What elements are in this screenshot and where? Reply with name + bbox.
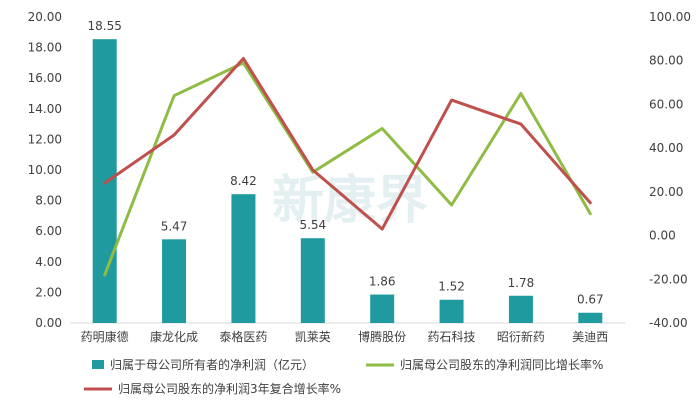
x-tick-label: 药石科技 [428, 330, 476, 344]
y-right-tick-label: 80.00 [649, 54, 683, 68]
x-tick-label: 昭衍新药 [497, 329, 545, 344]
bar-data-label: 0.67 [577, 293, 604, 307]
bar [439, 299, 464, 323]
x-tick-label: 博腾股份 [358, 329, 406, 344]
legend-swatch-bar [92, 360, 104, 369]
y-left-tick-label: 12.00 [28, 132, 62, 146]
legend: 归属于母公司所有者的净利润（亿元） 归属母公司股东的净利润同比增长率% 归属母公司股… [84, 357, 603, 396]
bar-data-label: 5.54 [299, 218, 326, 232]
legend-label: 归属母公司股东的净利润3年复合增长率% [118, 381, 341, 396]
bar-data-label: 18.55 [88, 19, 122, 33]
bar-data-label: 8.42 [230, 174, 257, 188]
data-labels: 18.55 5.47 8.42 5.54 1.86 1.52 1.78 0.67 [88, 19, 604, 307]
y-left-tick-label: 2.00 [35, 285, 62, 299]
x-tick-label: 泰格医药 [219, 329, 267, 344]
x-tick-label: 美迪西 [572, 330, 608, 344]
series-line [103, 61, 592, 277]
y-left-tick-label: 18.00 [28, 41, 62, 55]
y-left-tick-label: 6.00 [35, 224, 62, 238]
legend-label: 归属母公司股东的净利润同比增长率% [400, 357, 603, 372]
y-right-tick-label: 100.00 [649, 10, 691, 24]
x-tick-label: 凯莱英 [295, 330, 331, 344]
y-right-tick-label: 20.00 [649, 185, 683, 199]
bar [92, 39, 117, 324]
y-left-tick-label: 16.00 [28, 71, 62, 85]
bar [578, 312, 603, 323]
bar-data-label: 1.78 [508, 276, 535, 290]
series-line [103, 57, 592, 231]
bar-data-label: 5.47 [161, 219, 188, 233]
y-left-tick-label: 14.00 [28, 102, 62, 116]
y-left-tick-label: 8.00 [35, 194, 62, 208]
y-right-tick-label: 60.00 [649, 97, 683, 111]
bar [231, 194, 256, 323]
bar-data-label: 1.86 [369, 275, 396, 289]
y-left-tick-label: 0.00 [35, 316, 62, 330]
x-tick-label: 康龙化成 [150, 329, 198, 344]
bar [370, 294, 395, 323]
y-right-tick-label: 0.00 [649, 229, 676, 243]
x-tick-label: 药明康德 [81, 329, 129, 344]
legend-label: 归属于母公司所有者的净利润（亿元） [110, 357, 314, 372]
bar [300, 238, 325, 323]
y-right-tick-label: -40.00 [649, 316, 688, 330]
y-right-tick-label: 40.00 [649, 141, 683, 155]
bar-series [92, 39, 603, 324]
line-series [103, 57, 592, 277]
y-left-tick-label: 20.00 [28, 10, 62, 24]
axes: 0.00 2.00 4.00 6.00 8.00 10.00 12.00 14.00 16.00… [28, 10, 691, 344]
y-left-tick-label: 10.00 [28, 163, 62, 177]
bar [162, 239, 187, 323]
y-left-tick-label: 4.00 [35, 255, 62, 269]
y-right-tick-label: -20.00 [649, 272, 688, 286]
bar-data-label: 1.52 [438, 280, 465, 294]
bar [508, 295, 533, 323]
